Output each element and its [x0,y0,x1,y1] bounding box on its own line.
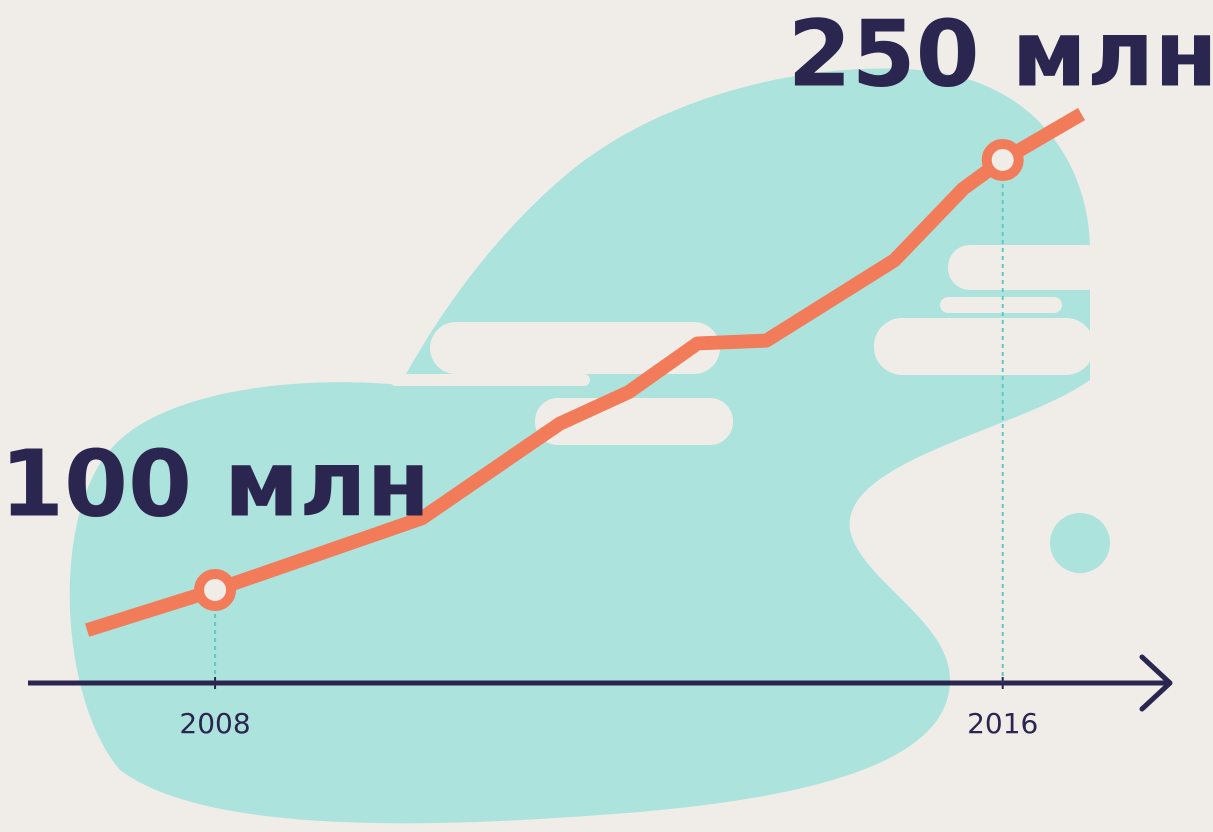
value-label: 250 млн [788,0,1213,107]
page: 100 млн250 млн20082016 (() => { const da… [0,0,1213,832]
value-label: 100 млн [0,430,430,537]
point-marker [199,574,231,606]
x-tick-label: 2016 [967,707,1038,740]
chart: 100 млн 250 млн 2008 2016 [0,0,1213,832]
x-tick-label: 2008 [179,707,250,740]
point-marker [987,144,1019,176]
